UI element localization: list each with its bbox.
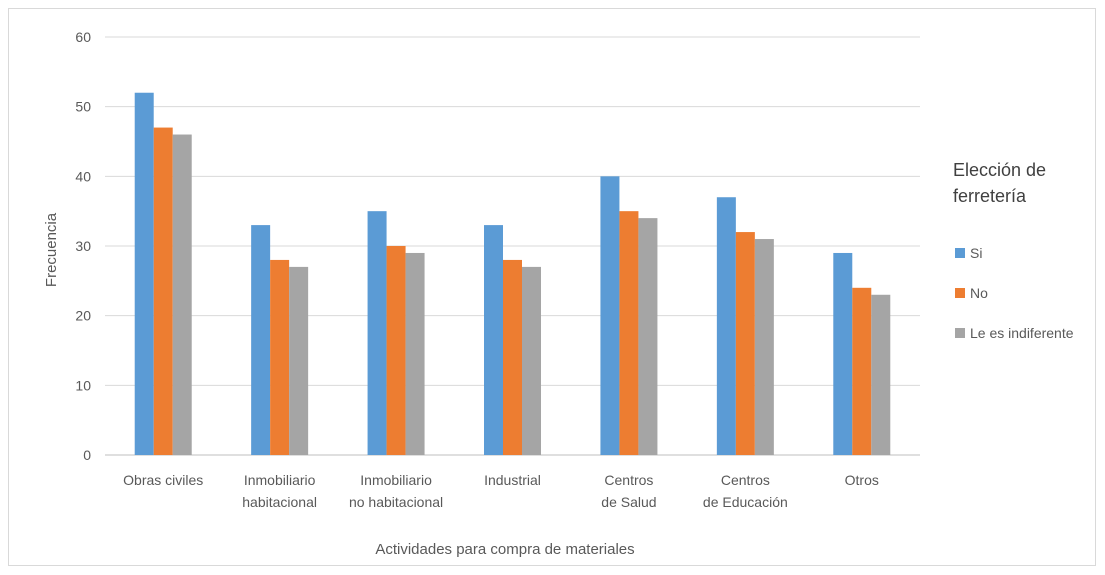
bar [600,176,620,456]
bar [871,294,891,455]
x-category-label: Centros de Educación [703,472,788,510]
y-tick-label: 10 [75,377,91,393]
legend-label: Le es indiferente [970,325,1074,341]
legend: Elección de ferretería Si No Le es indiferen… [953,160,1074,341]
legend-title: Elección de ferretería [953,160,1046,206]
legend-label: Si [970,245,982,261]
bar [134,92,154,455]
bar [619,211,639,455]
y-tick-label: 30 [75,238,91,254]
y-tick-label: 20 [75,308,91,324]
bar [716,197,736,455]
bars [134,92,891,456]
y-tick-label: 40 [75,168,91,184]
x-category-label: Obras civiles [123,472,203,488]
y-tick-label: 50 [75,99,91,115]
legend-swatch [955,288,965,298]
bar [367,211,387,455]
bar [153,127,173,456]
bar [484,225,503,455]
bar [638,218,658,455]
bar [754,239,774,455]
bar [852,287,872,455]
y-axis-ticks: 0 10 20 30 40 50 60 [75,29,91,463]
x-axis-title: Actividades para compra de materiales [375,541,634,558]
y-tick-label: 0 [83,447,91,463]
bar [386,246,406,455]
x-category-label: Inmobiliario no habitacional [349,472,443,510]
x-category-label: Centros de Salud [601,472,656,510]
x-category-label: Inmobiliario habitacional [242,472,317,510]
bar [735,232,755,455]
y-axis-title: Frecuencia [43,212,60,287]
bar [833,252,853,455]
x-category-label: Otros [845,472,879,488]
x-category-label: Industrial [484,472,541,488]
bar [405,252,425,455]
y-tick-label: 60 [75,29,91,45]
legend-swatch [955,248,965,258]
bar [251,225,271,455]
bar [503,259,522,455]
legend-label: No [970,285,988,301]
gridlines [105,36,920,456]
x-axis-categories: Obras civiles Inmobiliario habitacional Inm… [123,472,879,510]
bar [289,266,309,455]
bar [522,266,541,455]
bar [270,259,290,455]
bar [172,134,192,456]
legend-swatch [955,328,965,338]
